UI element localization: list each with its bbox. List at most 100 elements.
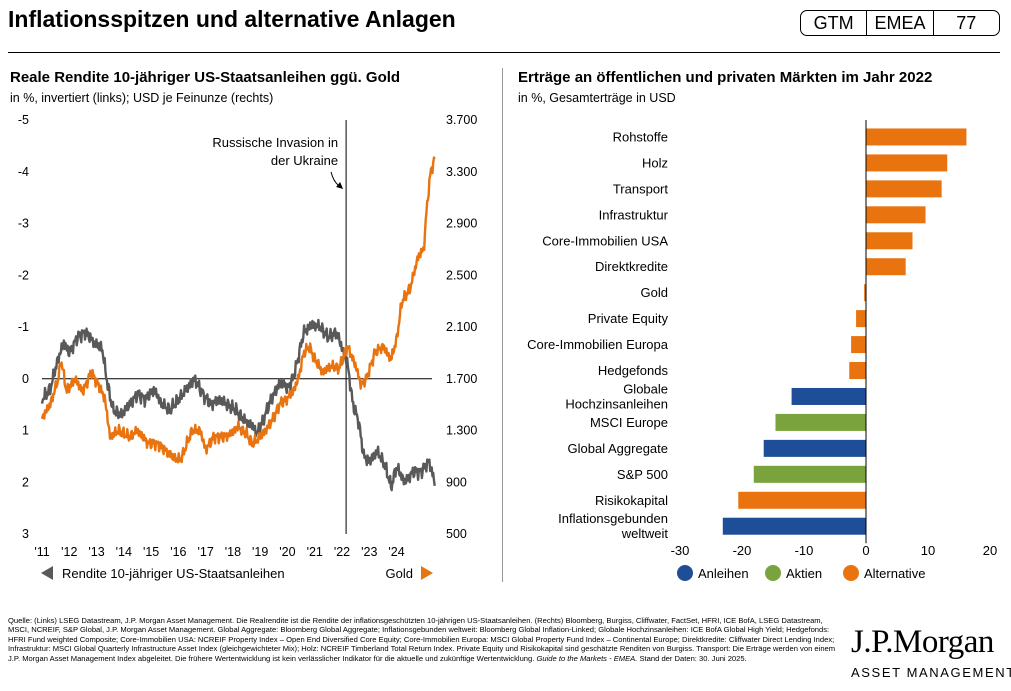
footnote-guide: Guide to the Markets - EMEA. [536, 653, 638, 663]
left-axis-tick-label: -3 [18, 217, 29, 231]
bar-rohstoffe [866, 128, 967, 146]
category-label: Rohstoffe [613, 130, 668, 145]
x-axis-tick-label: '18 [225, 545, 241, 559]
left-axis-tick-label: 0 [22, 372, 29, 386]
logo-subtitle: ASSET MANAGEMENT [851, 665, 1011, 680]
title-divider [8, 52, 1000, 53]
bar-s-p-500 [753, 465, 866, 483]
bar-risikokapital [738, 491, 866, 509]
x-axis-tick-label: 20 [983, 543, 997, 558]
right-axis-tick-label: 2.900 [446, 217, 477, 231]
right-axis-tick-label: 3.300 [446, 165, 477, 179]
gold-line [40, 156, 436, 464]
real-yield-vs-gold-chart: -5 -4 -3 -2 -1 0 1 2 3 3.700 3.300 2.900 2.500 2.100 1… [18, 113, 477, 581]
right-axis-ticks: 3.700 3.300 2.900 2.500 2.100 1.700 1.300 900 50… [446, 113, 477, 541]
category-label: S&P 500 [617, 467, 668, 482]
category-label-line: Core-Immobilien USA [542, 233, 668, 248]
category-label-line: Core-Immobilien Europa [527, 337, 669, 352]
x-axis-tick-label: '19 [252, 545, 268, 559]
x-axis-tick-label: '16 [170, 545, 186, 559]
left-axis-tick-label: 3 [22, 527, 29, 541]
left-chart-title: Reale Rendite 10-jähriger US-Staatsanlei… [10, 69, 401, 86]
right-axis-tick-label: 900 [446, 475, 467, 489]
category-label-line: Global Aggregate [568, 441, 668, 456]
category-label: Inflationsgebunden weltweit [558, 511, 668, 541]
gold-legend-label: Gold [386, 566, 413, 581]
category-label-line: Transport [613, 181, 669, 196]
badge-page-number: 77 [932, 11, 999, 35]
category-label: Hedgefonds [598, 363, 669, 378]
left-axis-tick-label: -5 [18, 113, 29, 127]
bar-direktkredite [866, 258, 906, 276]
category-label-line: Direktkredite [595, 259, 668, 274]
bar-inflationsgebunden-weltweit [722, 517, 866, 535]
left-axis-tick-label: 1 [22, 424, 29, 438]
category-label: Core-Immobilien USA [542, 233, 668, 248]
category-label: Direktkredite [595, 259, 668, 274]
jpmorgan-logo: J.P.Morgan [851, 624, 994, 660]
alternative-legend-marker [843, 565, 859, 581]
bar-global-aggregate [763, 439, 866, 457]
category-label-line: Globale [623, 382, 668, 397]
category-label: Globale Hochzinsanleihen [565, 382, 668, 412]
aktien-legend-label: Aktien [786, 566, 822, 581]
left-axis-tick-label: -4 [18, 165, 29, 179]
x-axis-tick-label: '11 [34, 545, 49, 559]
left-axis-tick-label: -1 [18, 320, 29, 334]
category-label: Private Equity [588, 311, 669, 326]
x-axis-tick-label: -20 [733, 543, 752, 558]
anleihen-legend-label: Anleihen [698, 566, 749, 581]
category-label-line: Private Equity [588, 311, 669, 326]
right-chart-subtitle: in %, Gesamterträge in USD [518, 91, 676, 105]
right-axis-tick-label: 2.100 [446, 320, 477, 334]
x-axis-ticks: -30 -20 -10 0 10 20 [671, 543, 998, 558]
page-title: Inflationsspitzen und alternative Anlage… [8, 6, 456, 32]
category-label-line: Hochzinsanleihen [565, 397, 668, 412]
invasion-annotation: Russische Invasion in der Ukraine [212, 135, 338, 168]
bar-infrastruktur [866, 206, 926, 224]
category-label-line: Rohstoffe [613, 130, 668, 145]
footnote-date: Stand der Daten: 30. Juni 2025. [639, 653, 747, 663]
footnote-text: Quelle: (Links) LSEG Datastream, J.P. Mo… [8, 616, 836, 663]
right-axis-tick-label: 2.500 [446, 268, 477, 282]
bar-transport [866, 180, 942, 198]
category-label-line: Gold [641, 285, 668, 300]
badge-region: EMEA [866, 11, 932, 35]
source-footnote: Quelle: (Links) LSEG Datastream, J.P. Mo… [8, 616, 836, 663]
category-label-line: Infrastruktur [599, 207, 669, 222]
x-axis-tick-label: '17 [197, 545, 213, 559]
category-label-line: Holz [642, 155, 668, 170]
x-axis-tick-label: '23 [361, 545, 377, 559]
bar-holz [866, 154, 948, 172]
invasion-annotation-line: der Ukraine [271, 153, 338, 168]
guide-badge: GTM EMEA 77 [800, 10, 1000, 36]
annotation-arrow [330, 171, 340, 187]
category-label: Holz [642, 155, 668, 170]
x-axis-ticks: '11 '12 '13 '14 '15 '16 '17 '18 '19 '20 '21 '22 '23 '… [34, 545, 404, 559]
category-label-line: Hedgefonds [598, 363, 669, 378]
x-axis-tick-label: '13 [88, 545, 104, 559]
right-axis-tick-label: 3.700 [446, 113, 477, 127]
left-axis-ticks: -5 -4 -3 -2 -1 0 1 2 3 [18, 113, 29, 541]
x-axis-tick-label: '22 [334, 545, 350, 559]
category-label: Core-Immobilien Europa [527, 337, 669, 352]
category-label: MSCI Europe [590, 415, 668, 430]
x-axis-tick-label: -30 [671, 543, 690, 558]
category-label-line: Risikokapital [595, 493, 668, 508]
category-label-line: S&P 500 [617, 467, 668, 482]
bar-gold [864, 284, 866, 302]
x-axis-tick-label: '21 [307, 545, 323, 559]
left-axis-tick-label: 2 [22, 475, 29, 489]
category-label: Transport [613, 181, 669, 196]
category-label-line: Inflationsgebunden [558, 511, 668, 526]
right-chart-title: Erträge an öffentlichen und privaten Mär… [518, 69, 933, 86]
left-chart-subtitle: in %, invertiert (links); USD je Feinunz… [10, 91, 274, 105]
left-axis-tick-label: -2 [18, 268, 29, 282]
category-label: Gold [641, 285, 668, 300]
bar-msci-europe [775, 413, 866, 431]
bar-core-immobilien-usa [866, 232, 913, 250]
right-axis-tick-label: 1.300 [446, 424, 477, 438]
private-public-returns-chart: Rohstoffe Holz Transport Infrastruktur Core-… [527, 120, 998, 581]
category-label-line: weltweit [621, 526, 669, 541]
anleihen-legend-marker [677, 565, 693, 581]
